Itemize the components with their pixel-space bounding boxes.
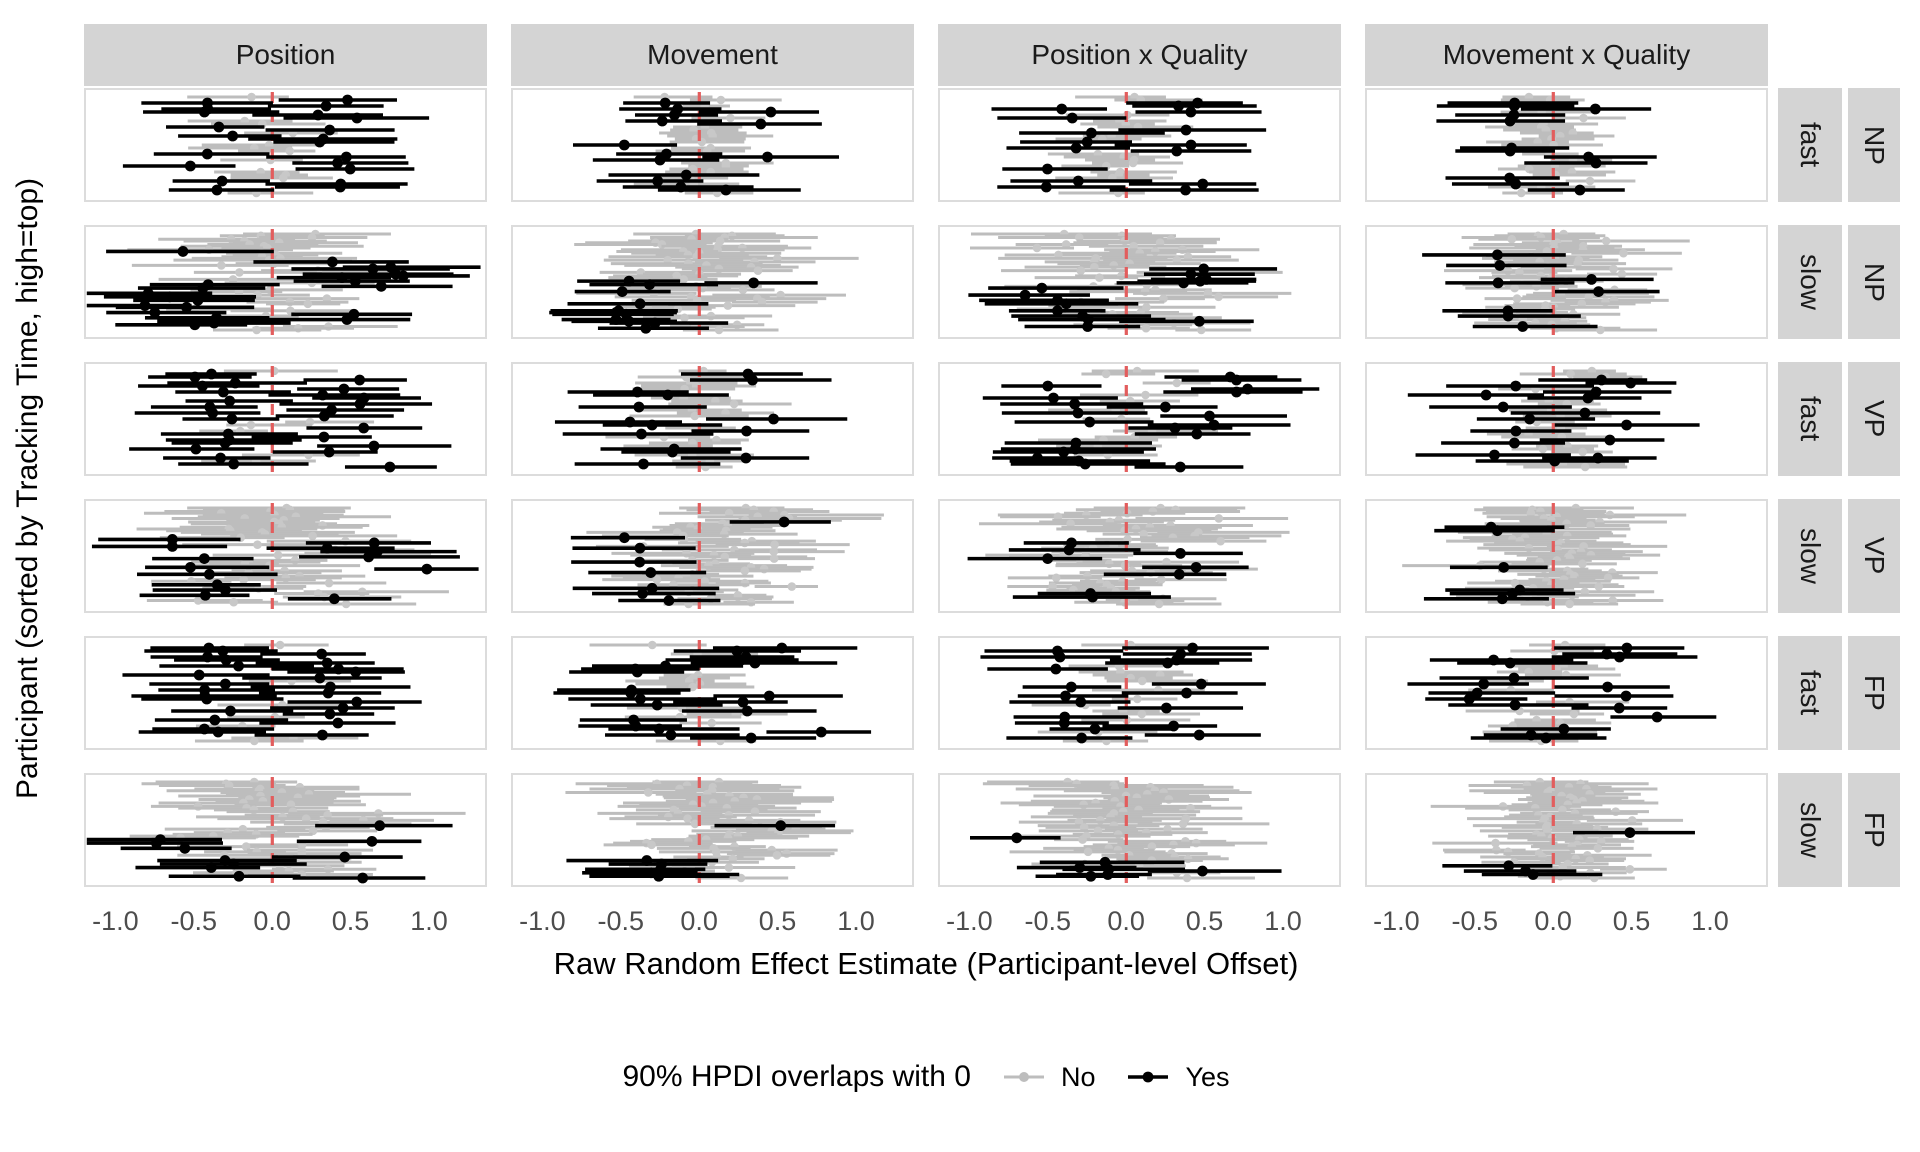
panel-canvas	[982, 366, 1320, 473]
panel-canvas	[565, 777, 854, 883]
legend-item-no: No	[1001, 1061, 1096, 1093]
row-facet-strip-prime-6: FP	[1848, 773, 1900, 887]
x-axis-title: Raw Random Effect Estimate (Participant-…	[553, 946, 1299, 981]
panel-canvas	[86, 229, 481, 335]
x-tick-label: -0.5	[597, 906, 645, 936]
gray-pointrange-key-icon	[1003, 1072, 1044, 1082]
legend-label-no: No	[1060, 1061, 1096, 1092]
facet-panel-c4-r3	[1365, 362, 1768, 476]
row-facet-strip-speed-6: slow	[1778, 773, 1842, 887]
legend: 90% HPDI overlaps with 0 No Yes	[84, 1060, 1768, 1094]
facet-panel-c1-r3	[84, 362, 487, 476]
legend-label-yes: Yes	[1185, 1061, 1230, 1092]
facet-panel-c1-r1	[84, 88, 487, 202]
x-tick-label: 0.5	[331, 906, 370, 936]
facet-panel-c3-r3	[938, 362, 1341, 476]
legend-title: 90% HPDI overlaps with 0	[622, 1060, 971, 1093]
facet-panel-c4-r4	[1365, 499, 1768, 613]
panel-canvas	[980, 640, 1269, 746]
facet-panel-c1-r5	[84, 636, 487, 750]
col-facet-strip-2: Movement	[511, 24, 914, 86]
facet-panel-c1-r6	[84, 773, 487, 887]
panel-canvas	[1422, 229, 1690, 335]
panel-canvas	[122, 92, 430, 198]
x-tick-label: -0.5	[1024, 906, 1072, 936]
panel-canvas	[554, 366, 848, 472]
black-pointrange-key-icon	[1128, 1071, 1169, 1083]
x-tick-label: 1.0	[1691, 906, 1729, 936]
panel-canvas	[129, 366, 452, 473]
x-tick-label: 0.0	[253, 906, 291, 936]
x-tick-label: 0.5	[758, 906, 797, 936]
panel-canvas	[1407, 640, 1717, 746]
facet-panel-c1-r2	[84, 225, 487, 339]
x-tick-label: 0.0	[1534, 906, 1572, 936]
x-tick-label: -0.5	[170, 906, 218, 936]
panel-canvas	[1407, 366, 1700, 472]
x-tick-label: -1.0	[519, 906, 566, 936]
panel-canvas	[967, 503, 1290, 609]
row-facet-strip-speed-2: slow	[1778, 225, 1842, 339]
row-facet-strip-speed-5: fast	[1778, 636, 1842, 750]
col-facet-strip-1: Position	[84, 24, 487, 86]
row-facet-strip-speed-4: slow	[1778, 499, 1842, 613]
panel-canvas	[1430, 777, 1695, 883]
x-tick-label: 1.0	[1264, 906, 1302, 936]
panel-canvas	[572, 92, 840, 198]
x-tick-label: -0.5	[1451, 906, 1499, 936]
facet-panel-c4-r2	[1365, 225, 1768, 339]
x-tick-label: 1.0	[837, 906, 875, 936]
row-facet-strip-speed-1: fast	[1778, 88, 1842, 202]
facet-panel-c3-r1	[938, 88, 1341, 202]
x-tick-label: 0.0	[680, 906, 718, 936]
facet-panel-c3-r2	[938, 225, 1341, 339]
panel-canvas	[970, 777, 1282, 883]
panel-canvas	[1402, 503, 1687, 609]
facet-panel-c2-r3	[511, 362, 914, 476]
panel-canvas	[570, 503, 884, 609]
panel-canvas	[991, 92, 1267, 198]
facet-panel-c2-r6	[511, 773, 914, 887]
panel-canvas	[122, 640, 422, 746]
x-tick-label: -1.0	[92, 906, 139, 936]
facet-panel-c2-r1	[511, 88, 914, 202]
facet-panel-c3-r5	[938, 636, 1341, 750]
row-facet-strip-prime-5: FP	[1848, 636, 1900, 750]
row-facet-strip-prime-3: VP	[1848, 362, 1900, 476]
x-tick-label: 1.0	[410, 906, 448, 936]
legend-item-yes: Yes	[1125, 1061, 1230, 1093]
col-facet-strip-4: Movement x Quality	[1365, 24, 1768, 86]
row-facet-strip-speed-3: fast	[1778, 362, 1842, 476]
y-axis-title: Participant (sorted by Tracking Time, hi…	[11, 177, 44, 799]
x-tick-label: 0.5	[1185, 906, 1224, 936]
panel-canvas	[553, 640, 872, 746]
x-tick-label: 0.0	[1107, 906, 1145, 936]
panel-canvas	[86, 777, 466, 884]
facet-panel-c4-r5	[1365, 636, 1768, 750]
facet-panel-c4-r6	[1365, 773, 1768, 887]
facet-panel-c2-r5	[511, 636, 914, 750]
facet-panel-c3-r6	[938, 773, 1341, 887]
panel-canvas	[968, 229, 1292, 335]
panel-canvas	[91, 503, 479, 609]
facet-panel-c2-r4	[511, 499, 914, 613]
facet-panel-c2-r2	[511, 225, 914, 339]
x-tick-label: -1.0	[946, 906, 993, 936]
row-facet-strip-prime-4: VP	[1848, 499, 1900, 613]
col-facet-strip-3: Position x Quality	[938, 24, 1341, 86]
facet-panel-c1-r4	[84, 499, 487, 613]
panel-canvas	[549, 229, 859, 335]
facet-panel-c3-r4	[938, 499, 1341, 613]
panel-canvas	[1436, 92, 1657, 198]
x-tick-label: -1.0	[1373, 906, 1420, 936]
row-facet-strip-prime-1: NP	[1848, 88, 1900, 202]
x-tick-label: 0.5	[1612, 906, 1651, 936]
facet-panel-c4-r1	[1365, 88, 1768, 202]
row-facet-strip-prime-2: NP	[1848, 225, 1900, 339]
